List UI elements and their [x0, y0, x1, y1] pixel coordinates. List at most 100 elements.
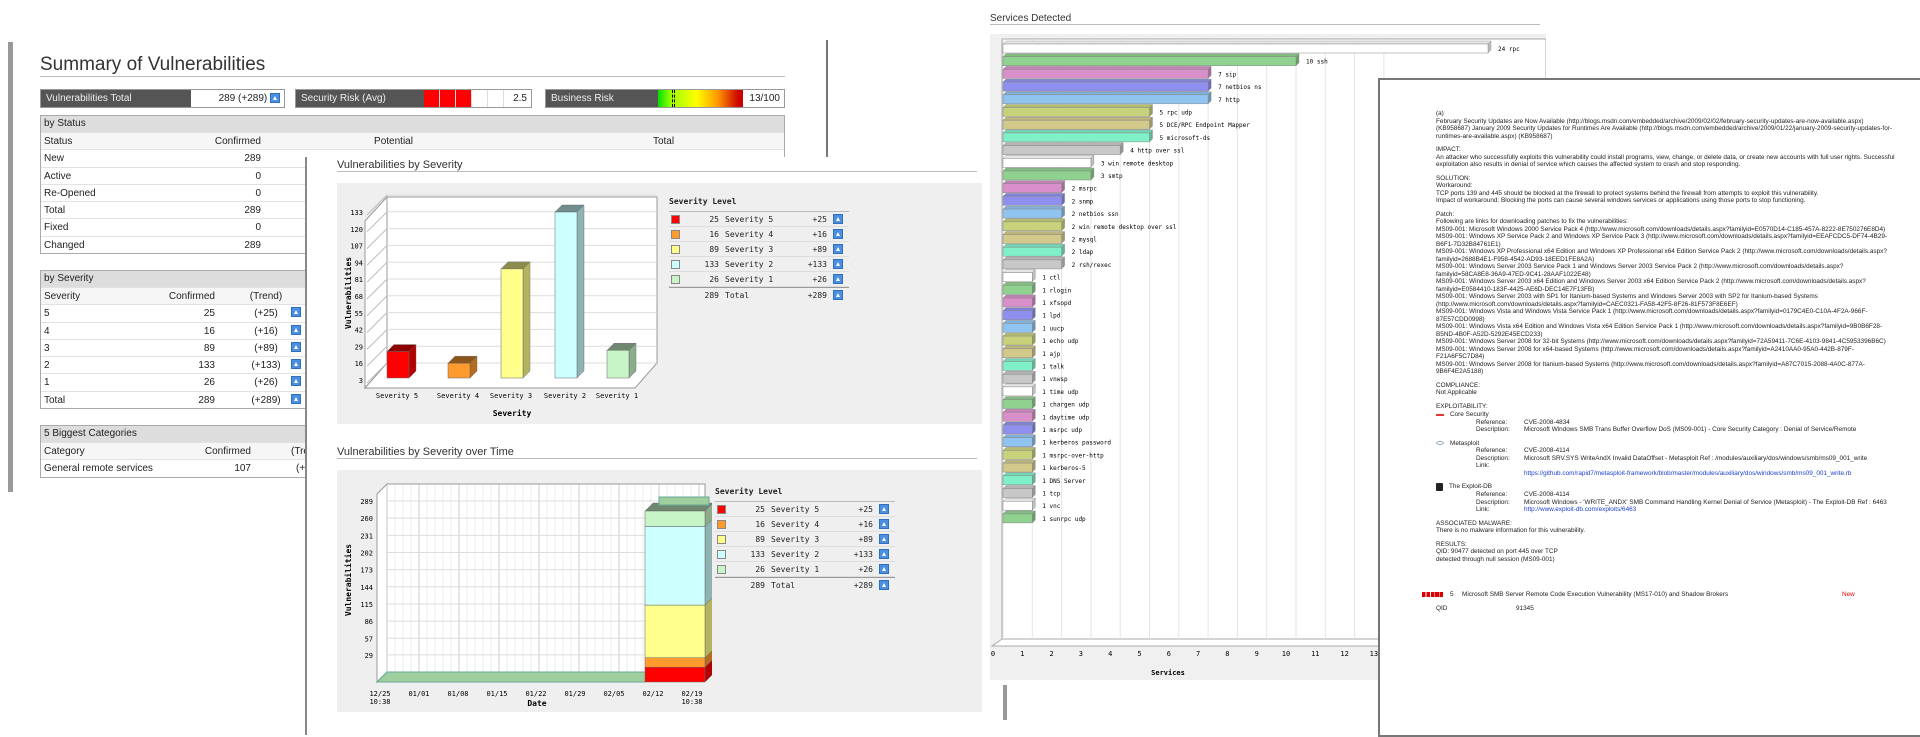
legend-trend: +133 [807, 260, 827, 269]
bar-face [1002, 348, 1033, 359]
trend-up-icon[interactable] [291, 324, 301, 335]
bar-label: 3 smtp [1101, 173, 1123, 180]
description-value: Microsoft SRV.SYS WriteAndX Invalid Data… [1524, 454, 1868, 462]
bar-face [1002, 259, 1062, 270]
bar-label: 1 kerberos password [1042, 440, 1111, 447]
trend-up-icon[interactable] [833, 244, 843, 254]
trend-up-icon[interactable] [879, 534, 889, 544]
bar-label: 1 lpd [1042, 313, 1060, 320]
service-bar[interactable] [1002, 281, 1036, 295]
left-edge-bar [1003, 685, 1007, 720]
service-bar[interactable] [1002, 78, 1212, 92]
trend-up-icon[interactable] [879, 549, 889, 559]
service-bar[interactable] [1002, 510, 1036, 524]
service-bar[interactable] [1002, 218, 1066, 232]
exploit-link[interactable]: http://www.exploit-db.com/exploits/6463 [1524, 506, 1637, 513]
trend-up-icon[interactable] [291, 359, 301, 370]
service-bar[interactable] [1002, 383, 1036, 397]
trend-up-icon[interactable] [833, 259, 843, 269]
service-bar[interactable] [1002, 142, 1124, 156]
service-bar[interactable] [1002, 104, 1153, 117]
trend-up-icon[interactable] [879, 564, 889, 574]
confirmed-count: 25 [203, 308, 215, 320]
trend-value: (+25) [254, 308, 278, 320]
service-bar[interactable] [1002, 116, 1153, 130]
trend-up-icon[interactable] [879, 580, 889, 590]
exploit-link[interactable]: https://github.com/rapid7/metasploit-fra… [1524, 469, 1852, 477]
confirmed-count: 133 [198, 360, 215, 372]
trend-up-icon[interactable] [833, 290, 843, 300]
reference-value: CVE-2008-4834 [1524, 418, 1570, 426]
risk-block [472, 90, 488, 107]
trend-up-icon[interactable] [833, 229, 843, 239]
bar-category: msrpc [1079, 186, 1097, 193]
malware-text: There is no malware information for this… [1436, 527, 1586, 534]
service-bar[interactable] [1002, 472, 1036, 486]
service-bar[interactable] [1002, 154, 1095, 168]
bar-top [1002, 231, 1066, 235]
bar-label: 24 rpc [1498, 46, 1520, 53]
service-bar[interactable] [1002, 307, 1036, 321]
service-bar[interactable] [1002, 269, 1036, 283]
next-vuln-title[interactable]: Microsoft SMB Server Remote Code Executi… [1462, 591, 1729, 598]
bar-top [1002, 396, 1036, 400]
service-bar[interactable] [1002, 345, 1036, 359]
service-bar[interactable] [1002, 396, 1036, 410]
bar-face [1002, 475, 1033, 486]
legend-row: 25 Severity 5 +25 [715, 502, 895, 517]
exploit-source: Core Security [1436, 411, 1896, 419]
legend-swatch [717, 520, 726, 529]
service-bar[interactable] [1002, 485, 1036, 498]
stack-severity-5-face [644, 666, 706, 683]
business-risk-marker [672, 90, 676, 107]
bar-category: time udp [1050, 389, 1079, 396]
service-bar[interactable] [1002, 167, 1095, 181]
confirmed-count: 89 [203, 342, 215, 354]
service-bar[interactable] [1002, 434, 1036, 448]
service-bar[interactable] [1002, 256, 1066, 270]
bar-value: 1 [1042, 440, 1046, 447]
service-bar[interactable] [1002, 497, 1036, 511]
trend-up-icon[interactable] [270, 93, 280, 104]
bar-top [1002, 53, 1300, 57]
service-bar[interactable] [1002, 243, 1066, 257]
status-label: Total [44, 205, 66, 217]
trend-up-icon[interactable] [291, 393, 301, 404]
trend-up-icon[interactable] [291, 341, 301, 352]
service-bar[interactable] [1002, 180, 1066, 194]
x-tick-label: 4 [1108, 650, 1112, 658]
service-bar[interactable] [1002, 421, 1036, 435]
service-bar[interactable] [1002, 231, 1066, 244]
service-bar[interactable] [1002, 370, 1036, 384]
service-bar[interactable] [1002, 358, 1036, 371]
service-bar[interactable] [1002, 294, 1036, 308]
service-bar[interactable] [1002, 459, 1036, 473]
bar-top [1002, 409, 1036, 413]
service-bar[interactable] [1002, 91, 1212, 105]
trend-up-icon[interactable] [291, 307, 301, 318]
service-bar[interactable] [1002, 319, 1036, 333]
trend-up-icon[interactable] [879, 519, 889, 529]
bar-category: kerberos password [1050, 440, 1112, 447]
service-bar[interactable] [1002, 408, 1036, 422]
bar-top [1002, 142, 1124, 146]
next-vulnerability-row[interactable]: 5 Microsoft SMB Server Remote Code Execu… [1422, 591, 1896, 599]
trend-up-icon[interactable] [291, 376, 301, 387]
service-bar[interactable] [1002, 40, 1492, 54]
stack-severity-1-face [644, 510, 706, 527]
bar-category: ajp [1050, 351, 1061, 358]
trend-up-icon[interactable] [879, 504, 889, 514]
service-bar[interactable] [1002, 65, 1212, 79]
service-bar[interactable] [1002, 446, 1036, 460]
bar-category: lpd [1050, 313, 1061, 320]
service-bar[interactable] [1002, 192, 1066, 206]
bar-value: 1 [1042, 465, 1046, 472]
service-bar[interactable] [1002, 53, 1300, 67]
trend-up-icon[interactable] [833, 214, 843, 224]
bar-severity-1-face [606, 350, 630, 379]
service-bar[interactable] [1002, 205, 1066, 219]
service-bar[interactable] [1002, 332, 1036, 346]
exploit-entry: The Exploit-DB Reference: CVE-2008-4114 Des… [1436, 483, 1896, 514]
service-bar[interactable] [1002, 129, 1153, 143]
trend-up-icon[interactable] [833, 274, 843, 284]
